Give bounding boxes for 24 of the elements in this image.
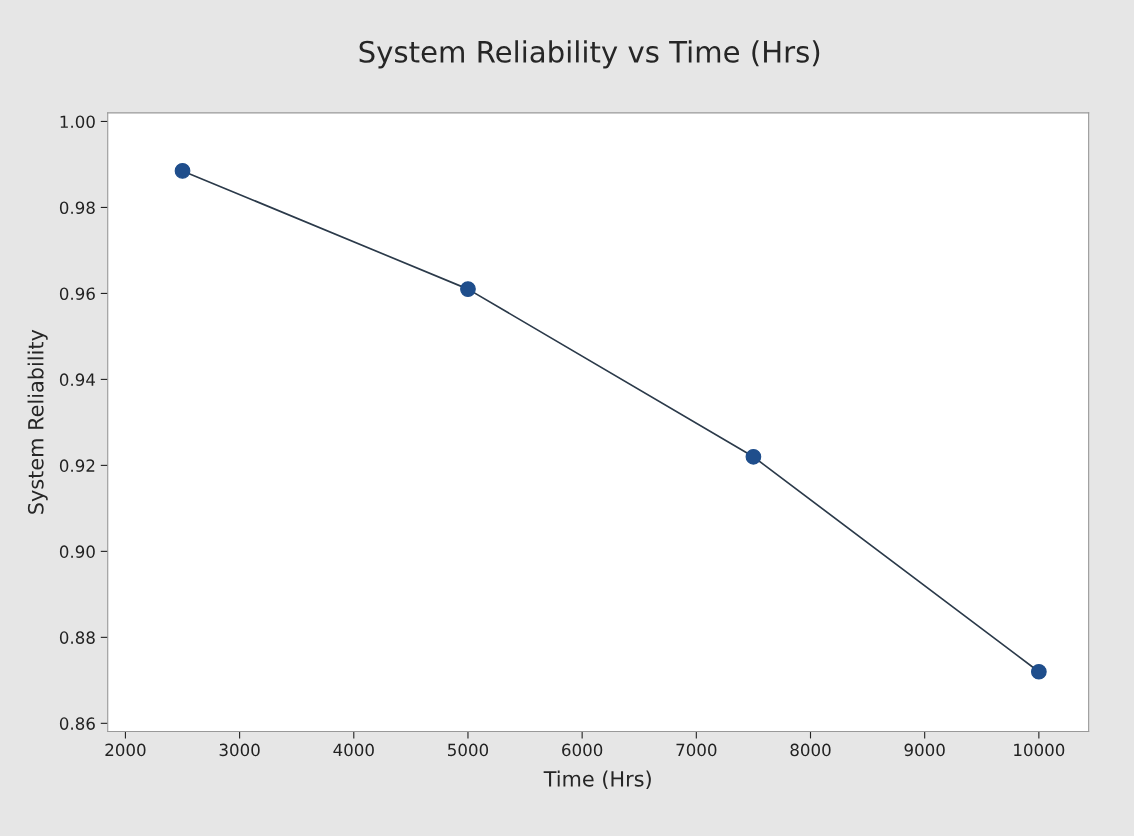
y-tick-label: 0.86 [59, 717, 95, 730]
x-axis-title: Time (Hrs) [543, 770, 651, 790]
x-tick-label: 4000 [333, 743, 374, 757]
y-tick-label: 0.98 [59, 201, 95, 215]
chart-title: System Reliability vs Time (Hrs) [359, 40, 820, 69]
point [460, 281, 476, 297]
y-tick-label: 0.96 [59, 287, 95, 300]
y-tick-label: 0.88 [59, 631, 95, 644]
y-tick-label: 1.00 [60, 115, 95, 129]
point [1030, 663, 1047, 680]
point [745, 448, 762, 465]
x-tick-label: 2000 [105, 743, 146, 757]
x-tick-label: 8000 [790, 743, 831, 757]
y-tick-label: 0.94 [59, 373, 95, 386]
x-tick-label: 7000 [676, 743, 717, 757]
x-tick-label: 3000 [219, 743, 260, 757]
point [174, 163, 191, 179]
x-tick-label: 6000 [562, 743, 603, 757]
y-tick-label: 0.90 [59, 545, 95, 558]
y-axis-title: System Reliability [27, 329, 48, 514]
x-tick-label: 10000 [1014, 743, 1065, 757]
x-tick-label: 5000 [448, 743, 489, 757]
y-tick-label: 0.92 [59, 459, 95, 472]
x-tick-label: 9000 [904, 743, 945, 757]
